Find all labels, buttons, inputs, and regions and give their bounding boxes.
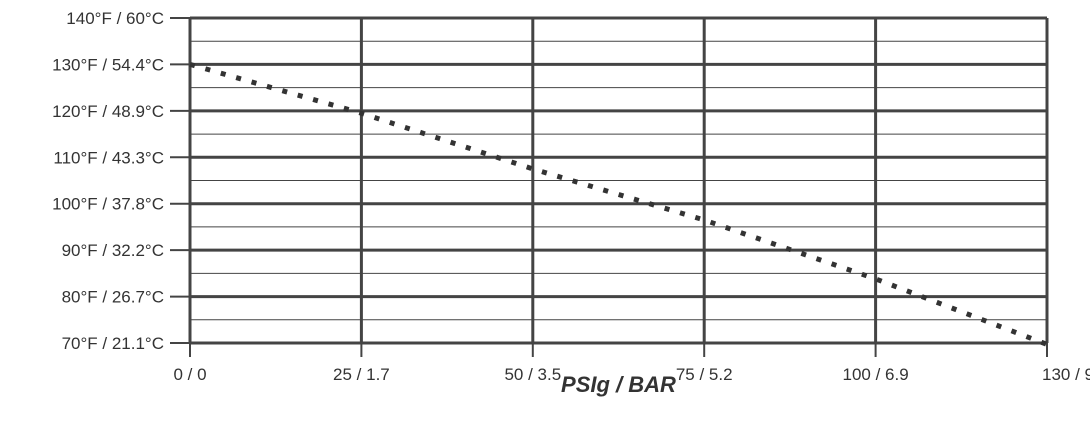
y-tick-label: 110°F / 43.3°C xyxy=(53,148,164,167)
x-tick-label: 100 / 6.9 xyxy=(843,365,909,384)
y-tick-label: 120°F / 48.9°C xyxy=(52,102,164,121)
x-tick-label: 130 / 9 xyxy=(1042,365,1090,384)
x-tick-label: 0 / 0 xyxy=(173,365,206,384)
series-line xyxy=(189,61,1048,347)
x-tick-label: 50 / 3.5 xyxy=(504,365,561,384)
x-tick-label: 25 / 1.7 xyxy=(333,365,390,384)
y-tick-label: 100°F / 37.8°C xyxy=(52,195,164,214)
y-tick-label: 140°F / 60°C xyxy=(66,9,164,28)
x-tick-label: 75 / 5.2 xyxy=(676,365,733,384)
y-tick-label: 130°F / 54.4°C xyxy=(52,55,164,74)
x-axis-label: PSIg / BAR xyxy=(561,372,676,397)
y-tick-label: 90°F / 32.2°C xyxy=(62,241,164,260)
y-tick-label: 80°F / 26.7°C xyxy=(62,288,164,307)
y-tick-label: 70°F / 21.1°C xyxy=(62,334,164,353)
